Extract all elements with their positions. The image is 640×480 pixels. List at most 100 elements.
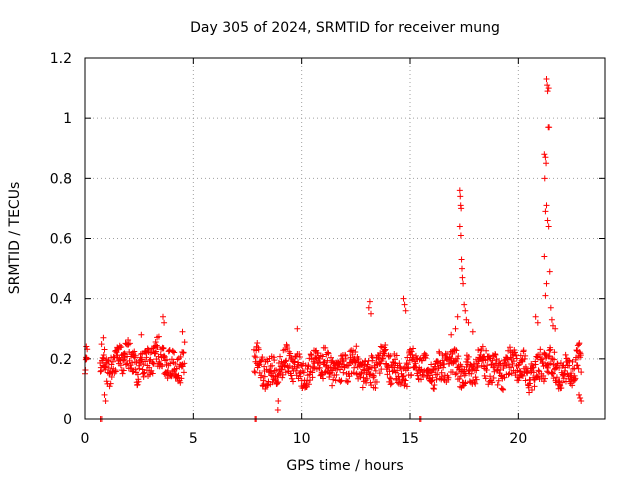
- data-points: [82, 76, 585, 422]
- data-point: [322, 344, 329, 351]
- data-point: [534, 319, 541, 326]
- data-point: [545, 85, 552, 92]
- data-point: [167, 360, 174, 367]
- y-tick-label: 0.8: [50, 171, 72, 187]
- data-point: [457, 193, 464, 200]
- data-point: [129, 359, 136, 366]
- data-point: [134, 381, 141, 388]
- data-point: [489, 357, 496, 364]
- data-point: [547, 304, 554, 311]
- data-point: [166, 346, 173, 353]
- data-point: [569, 382, 576, 389]
- data-point: [275, 397, 282, 404]
- data-point: [489, 379, 496, 386]
- data-point: [551, 349, 558, 356]
- data-point: [540, 378, 547, 385]
- data-point: [251, 368, 258, 375]
- data-point: [125, 341, 132, 348]
- data-point: [548, 316, 555, 323]
- data-point: [462, 307, 469, 314]
- data-point: [532, 361, 539, 368]
- data-point: [372, 384, 379, 391]
- data-point: [160, 313, 166, 320]
- data-point: [278, 366, 285, 373]
- data-point: [551, 356, 558, 363]
- data-point: [349, 351, 356, 358]
- data-point: [576, 340, 583, 347]
- x-tick-label: 0: [81, 431, 90, 447]
- data-point: [569, 366, 576, 373]
- data-point: [410, 345, 417, 352]
- data-point: [106, 383, 113, 390]
- data-point: [482, 375, 489, 382]
- data-point: [498, 372, 505, 379]
- data-point: [146, 358, 153, 365]
- data-point: [495, 377, 502, 384]
- data-point: [408, 371, 415, 378]
- data-point: [466, 378, 473, 385]
- y-tick-label: 1.2: [50, 51, 72, 67]
- data-point: [554, 360, 561, 367]
- data-point: [576, 391, 582, 398]
- data-point: [469, 328, 476, 335]
- data-point: [168, 356, 175, 363]
- data-point: [258, 372, 265, 379]
- data-point: [291, 363, 298, 370]
- data-point: [418, 366, 425, 373]
- data-point: [181, 339, 188, 346]
- data-point: [545, 223, 552, 230]
- data-point: [98, 367, 105, 374]
- data-point: [107, 380, 114, 387]
- data-point: [462, 379, 469, 386]
- data-point: [256, 361, 263, 368]
- data-point: [508, 364, 515, 371]
- data-point: [468, 370, 475, 377]
- data-point: [513, 355, 520, 362]
- data-point: [546, 124, 553, 131]
- data-point: [105, 364, 112, 371]
- data-point: [175, 372, 182, 379]
- data-point: [494, 381, 501, 388]
- data-point: [274, 380, 281, 387]
- data-point: [487, 373, 494, 380]
- data-point: [546, 352, 553, 359]
- data-point: [316, 355, 323, 362]
- data-point: [131, 348, 138, 355]
- data-point: [486, 378, 493, 385]
- data-point: [453, 358, 460, 365]
- data-point: [181, 360, 188, 367]
- data-point: [387, 381, 394, 388]
- data-point: [466, 367, 473, 374]
- data-point: [155, 333, 162, 340]
- data-point: [271, 357, 278, 364]
- data-point: [431, 381, 438, 388]
- data-point: [549, 371, 556, 378]
- data-point: [376, 370, 383, 377]
- data-point: [386, 374, 393, 381]
- data-point: [98, 341, 105, 348]
- data-point: [446, 360, 453, 367]
- data-point: [83, 343, 90, 350]
- data-point: [510, 358, 517, 365]
- data-point: [505, 371, 512, 378]
- data-point: [519, 372, 526, 379]
- data-point: [475, 346, 482, 353]
- data-point: [565, 357, 572, 364]
- data-point: [251, 353, 258, 360]
- data-point: [543, 160, 550, 167]
- data-point: [170, 348, 177, 355]
- data-point: [428, 378, 435, 385]
- data-point: [452, 325, 459, 332]
- data-point: [385, 353, 392, 360]
- data-point: [128, 365, 135, 372]
- data-point: [296, 350, 303, 357]
- data-point: [321, 358, 328, 365]
- data-point: [501, 374, 508, 381]
- data-point: [569, 358, 576, 365]
- data-point: [353, 343, 360, 350]
- data-point: [544, 217, 551, 224]
- data-point: [459, 265, 465, 272]
- data-point: [403, 383, 410, 390]
- data-point: [530, 369, 537, 376]
- data-point: [259, 354, 266, 361]
